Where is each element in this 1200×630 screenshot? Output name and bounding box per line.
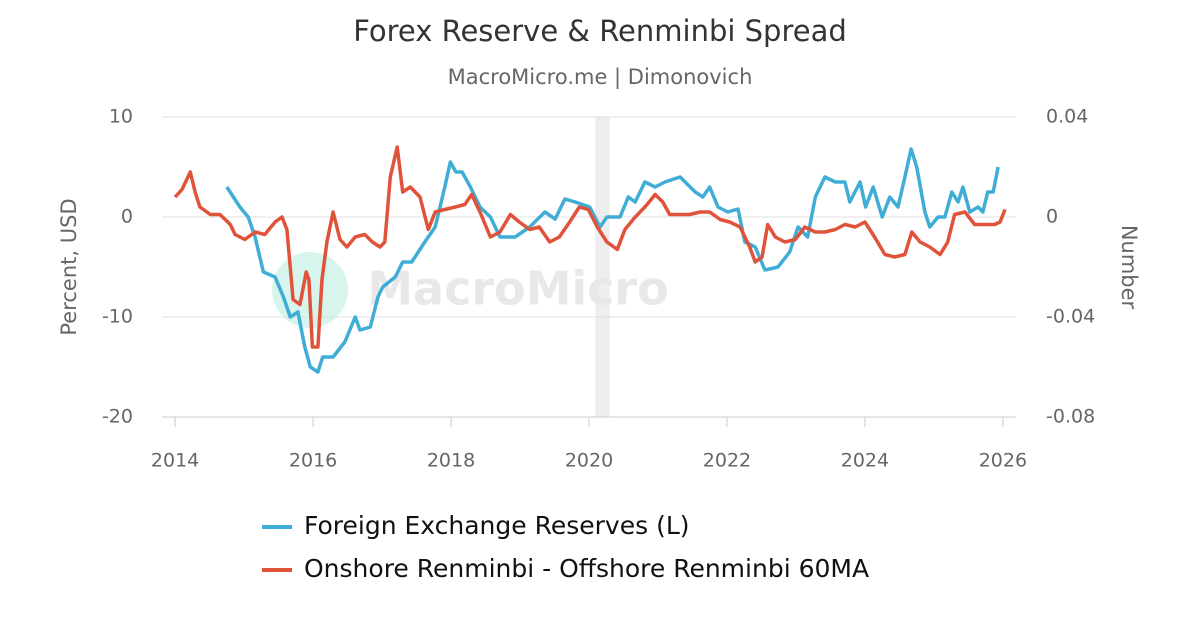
y-tick-label: -10	[102, 306, 133, 328]
legend-label: Onshore Renminbi - Offshore Renminbi 60M…	[304, 554, 869, 583]
x-tick-label: 2018	[427, 450, 475, 472]
x-tick-label: 2024	[841, 450, 889, 472]
recession-shading	[595, 117, 610, 417]
watermark: MacroMicro	[367, 262, 668, 316]
chart-subtitle: MacroMicro.me | Dimonovich	[448, 65, 753, 90]
y2-tick-label: -0.08	[1046, 406, 1095, 428]
y-axis-title: Percent, USD	[57, 198, 81, 335]
series-line	[173, 145, 1007, 349]
x-tick-label: 2014	[151, 450, 199, 472]
y-tick-label: 0	[121, 206, 133, 228]
x-tick-label: 2022	[703, 450, 751, 472]
y2-tick-label: 0	[1046, 206, 1058, 228]
y2-tick-label: 0.04	[1046, 106, 1088, 128]
x-tick-label: 2026	[979, 450, 1027, 472]
chart-title: Forex Reserve & Renminbi Spread	[353, 14, 847, 48]
x-tick-label: 2016	[289, 450, 337, 472]
y2-axis-title: Number	[1117, 225, 1141, 310]
legend-label: Foreign Exchange Reserves (L)	[304, 511, 690, 540]
y-tick-label: -20	[102, 406, 133, 428]
series-line	[225, 147, 1000, 374]
x-tick-label: 2020	[565, 450, 613, 472]
y-tick-label: 10	[109, 106, 133, 128]
y2-tick-label: -0.04	[1046, 306, 1095, 328]
